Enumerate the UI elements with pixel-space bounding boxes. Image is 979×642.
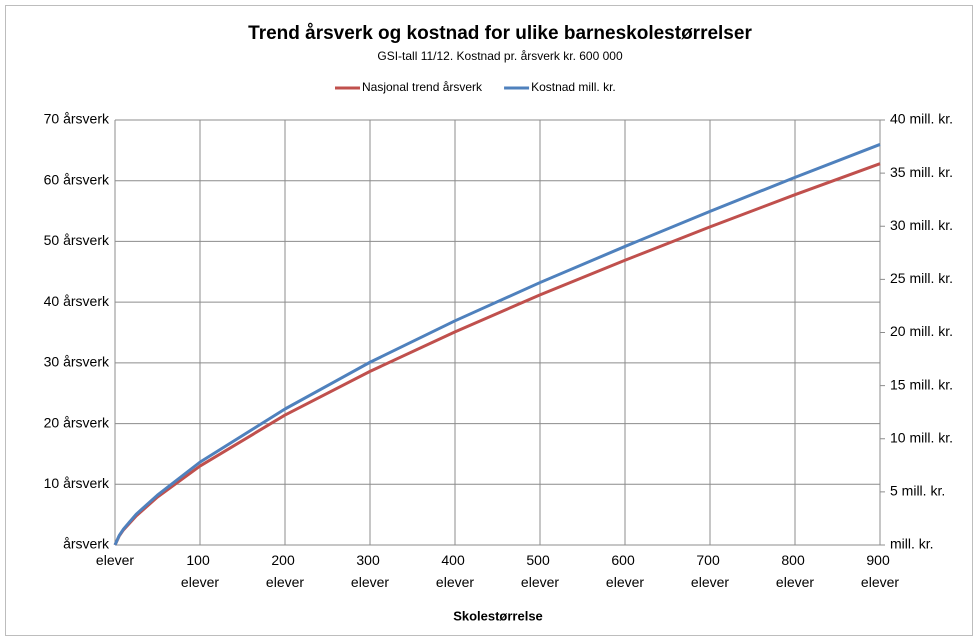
y2-tick-label: 30 mill. kr. <box>890 217 953 233</box>
y2-tick-label: 35 mill. kr. <box>890 164 953 180</box>
y-tick-label: 60 årsverk <box>44 171 110 187</box>
x-axis-title: Skolestørrelse <box>453 608 543 623</box>
y2-tick-label: 20 mill. kr. <box>890 323 953 339</box>
y-tick-label: 10 årsverk <box>44 475 110 491</box>
x-tick-label: elever <box>96 552 134 568</box>
legend-label: Kostnad mill. kr. <box>531 80 616 94</box>
x-tick-label: 200 elever <box>266 552 304 590</box>
line-series <box>113 143 881 546</box>
x-tick-label: 100 elever <box>181 552 219 590</box>
x-tick-label: 600 elever <box>606 552 644 590</box>
y2-tick-label: 15 mill. kr. <box>890 376 953 392</box>
y-tick-label: årsverk <box>63 536 110 552</box>
y-tick-label: 40 årsverk <box>44 293 110 309</box>
x-tick-label: 900 elever <box>861 552 899 590</box>
y-tick-label: 30 årsverk <box>44 354 110 370</box>
x-tick-label: 400 elever <box>436 552 474 590</box>
y2-tick-label: 25 mill. kr. <box>890 270 953 286</box>
chart-subtitle: GSI-tall 11/12. Kostnad pr. årsverk kr. … <box>377 49 623 63</box>
y2-tick-label: 5 mill. kr. <box>890 483 945 499</box>
x-tick-label: 500 elever <box>521 552 559 590</box>
legend-label: Nasjonal trend årsverk <box>362 80 483 94</box>
y2-tick-label: mill. kr. <box>890 536 934 552</box>
chart-title: Trend årsverk og kostnad for ulike barne… <box>248 23 752 44</box>
x-tick-label: 700 elever <box>691 552 729 590</box>
x-tick-label: 300 elever <box>351 552 389 590</box>
chart-border <box>5 5 973 636</box>
y-tick-label: 50 årsverk <box>44 232 110 248</box>
y2-tick-label: 40 mill. kr. <box>890 111 953 127</box>
x-tick-label: 800 elever <box>776 552 814 590</box>
y2-tick-label: 10 mill. kr. <box>890 429 953 445</box>
y-tick-label: 70 årsverk <box>44 111 110 127</box>
y-tick-label: 20 årsverk <box>44 414 110 430</box>
